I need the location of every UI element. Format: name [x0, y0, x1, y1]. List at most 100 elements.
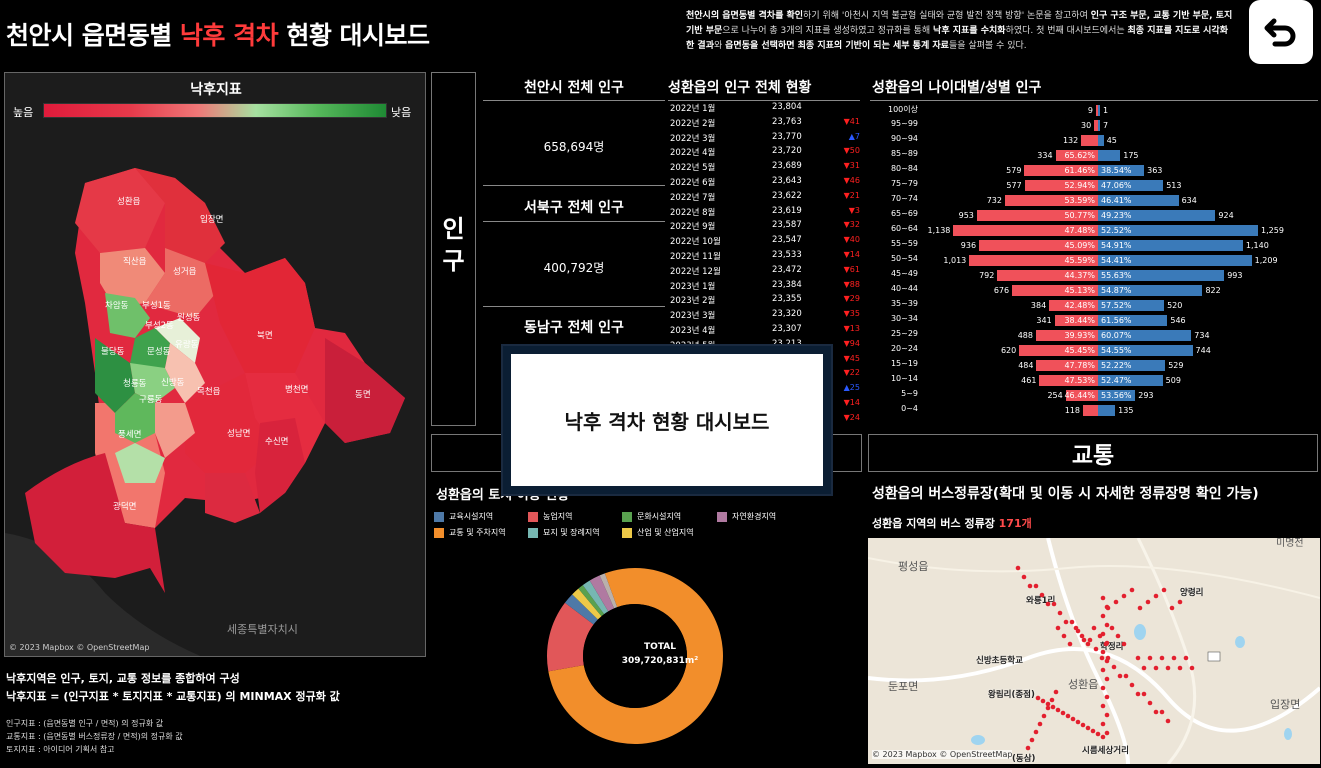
bus-stop-marker[interactable] — [1095, 731, 1101, 737]
bus-stop-marker[interactable] — [1153, 593, 1159, 599]
legend-item[interactable]: 문화시설지역 — [622, 511, 681, 522]
pyramid-row[interactable]: 95~99 30 7 — [870, 119, 1318, 132]
bus-stop-marker[interactable] — [1050, 704, 1056, 710]
donut-slice[interactable] — [548, 568, 723, 744]
female-bar[interactable]: 45.45% — [1019, 345, 1098, 356]
bus-stop-marker[interactable] — [1061, 633, 1067, 639]
bus-stop-marker[interactable] — [1085, 641, 1091, 647]
pyramid-row[interactable]: 70~74 732 53.59% 46.41% 634 — [870, 194, 1318, 207]
bus-stop-marker[interactable] — [1100, 613, 1106, 619]
bus-stop-marker[interactable] — [1141, 665, 1147, 671]
land-donut-chart[interactable] — [545, 556, 725, 756]
bus-stop-marker[interactable] — [1135, 655, 1141, 661]
timeseries-row[interactable]: ▲25 — [668, 383, 860, 398]
female-bar[interactable] — [1096, 105, 1098, 116]
bus-stop-marker[interactable] — [1090, 728, 1096, 734]
timeseries-row[interactable]: ▼22 — [668, 368, 860, 383]
male-bar[interactable]: 55.63% — [1098, 270, 1225, 281]
map-credit[interactable]: © 2023 Mapbox © OpenStreetMap — [9, 643, 150, 652]
bus-stop-marker[interactable] — [1129, 587, 1135, 593]
female-bar[interactable]: 53.59% — [1004, 195, 1098, 206]
bus-stop-marker[interactable] — [1070, 716, 1076, 722]
bus-stop-marker[interactable] — [1147, 700, 1153, 706]
male-bar[interactable]: 49.23% — [1098, 210, 1216, 221]
female-bar[interactable]: 42.48% — [1049, 300, 1098, 311]
female-bar[interactable]: 50.77% — [976, 210, 1098, 221]
bus-stop-marker[interactable] — [1145, 599, 1151, 605]
bus-stop-marker[interactable] — [1171, 655, 1177, 661]
bus-stop-marker[interactable] — [1025, 745, 1031, 751]
pyramid-row[interactable]: 60~64 1,138 47.48% 52.52% 1,259 — [870, 224, 1318, 237]
pyramid-row[interactable]: 0~4 118 135 — [870, 404, 1318, 417]
bus-stop-marker[interactable] — [1153, 709, 1159, 715]
timeseries-row[interactable]: 2022년 6월 23,643 ▼46 — [668, 176, 860, 191]
back-button[interactable] — [1249, 0, 1313, 64]
bus-stop-marker[interactable] — [1053, 689, 1059, 695]
bus-stop-marker[interactable] — [1100, 734, 1106, 740]
pyramid-row[interactable]: 15~19 484 47.78% 52.22% 529 — [870, 359, 1318, 372]
bus-stop-marker[interactable] — [1051, 601, 1057, 607]
bus-stop-marker[interactable] — [1177, 665, 1183, 671]
bus-stop-marker[interactable] — [1111, 664, 1117, 670]
bus-stop-marker[interactable] — [1104, 730, 1110, 736]
female-bar[interactable]: 52.94% — [1024, 180, 1098, 191]
timeseries-row[interactable]: 2023년 1월 23,384 ▼88 — [668, 280, 860, 295]
bus-stop-marker[interactable] — [1123, 673, 1129, 679]
bus-stop-marker[interactable] — [1103, 641, 1109, 647]
bus-stop-marker[interactable] — [1079, 633, 1085, 639]
pyramid-row[interactable]: 5~9 254 46.44% 53.56% 293 — [870, 389, 1318, 402]
bus-stop-marker[interactable] — [1161, 587, 1167, 593]
pyramid-row[interactable]: 75~79 577 52.94% 47.06% 513 — [870, 179, 1318, 192]
population-pyramid-chart[interactable]: 100이상 9 1 95~99 30 7 90~94 132 45 85~89 334 65.62% 1… — [870, 104, 1318, 427]
female-bar[interactable]: 65.62% — [1055, 150, 1098, 161]
male-bar[interactable] — [1098, 120, 1100, 131]
bus-stop-marker[interactable] — [1117, 673, 1123, 679]
donut-slice[interactable] — [599, 573, 618, 609]
bus-stop-marker[interactable] — [1035, 695, 1041, 701]
male-bar[interactable] — [1098, 135, 1104, 146]
bus-stop-marker[interactable] — [1104, 658, 1110, 664]
bus-stop-marker[interactable] — [1169, 605, 1175, 611]
bus-stop-map[interactable]: 평성읍 와룡1리 양령리 학정리 신방초등학교 둔포면 왕림리(종점) 성환읍 … — [868, 538, 1320, 764]
timeseries-row[interactable]: 2023년 3월 23,320 ▼35 — [668, 309, 860, 324]
bus-stop-marker[interactable] — [1060, 710, 1066, 716]
timeseries-row[interactable]: ▼45 — [668, 354, 860, 369]
male-bar[interactable]: 46.41% — [1098, 195, 1179, 206]
bus-stop-marker[interactable] — [1165, 665, 1171, 671]
bus-stop-marker[interactable] — [1105, 605, 1111, 611]
bus-stop-marker[interactable] — [1165, 718, 1171, 724]
bus-stop-marker[interactable] — [1137, 605, 1143, 611]
timeseries-row[interactable]: 2022년 5월 23,689 ▼31 — [668, 161, 860, 176]
bus-stop-marker[interactable] — [1045, 701, 1051, 707]
pyramid-row[interactable]: 45~49 792 44.37% 55.63% 993 — [870, 269, 1318, 282]
bus-stop-marker[interactable] — [1049, 697, 1055, 703]
bus-stop-marker[interactable] — [1153, 665, 1159, 671]
female-bar[interactable]: 44.37% — [997, 270, 1098, 281]
pyramid-row[interactable]: 65~69 953 50.77% 49.23% 924 — [870, 209, 1318, 222]
bus-map-credit[interactable]: © 2023 Mapbox © OpenStreetMap — [872, 750, 1013, 759]
bus-stop-marker[interactable] — [1039, 592, 1045, 598]
male-bar[interactable]: 38.54% — [1098, 165, 1145, 176]
bus-stop-marker[interactable] — [1055, 707, 1061, 713]
pyramid-row[interactable]: 40~44 676 45.13% 54.87% 822 — [870, 284, 1318, 297]
female-bar[interactable]: 47.53% — [1039, 375, 1098, 386]
bus-stop-marker[interactable] — [1021, 574, 1027, 580]
bus-stop-marker[interactable] — [1104, 712, 1110, 718]
bus-stop-marker[interactable] — [1040, 698, 1046, 704]
timeseries-row[interactable]: 2022년 7월 23,622 ▼21 — [668, 191, 860, 206]
bus-stop-marker[interactable] — [1015, 565, 1021, 571]
bus-stop-marker[interactable] — [1033, 583, 1039, 589]
bus-stop-marker[interactable] — [1063, 619, 1069, 625]
male-bar[interactable]: 47.06% — [1098, 180, 1164, 191]
bus-stop-marker[interactable] — [1065, 713, 1071, 719]
male-bar[interactable]: 54.55% — [1098, 345, 1193, 356]
timeseries-row[interactable]: 2022년 10월 23,547 ▼40 — [668, 235, 860, 250]
donut-slice[interactable] — [547, 602, 594, 672]
bus-stop-marker[interactable] — [1075, 719, 1081, 725]
male-bar[interactable]: 53.56% — [1098, 390, 1136, 401]
donut-slice[interactable] — [589, 575, 615, 612]
timeseries-row[interactable]: 2022년 2월 23,763 ▼41 — [668, 117, 860, 132]
legend-item[interactable]: 교육시설지역 — [434, 511, 493, 522]
timeseries-row[interactable]: 2022년 11월 23,533 ▼14 — [668, 250, 860, 265]
timeseries-row[interactable]: 2022년 12월 23,472 ▼61 — [668, 265, 860, 280]
